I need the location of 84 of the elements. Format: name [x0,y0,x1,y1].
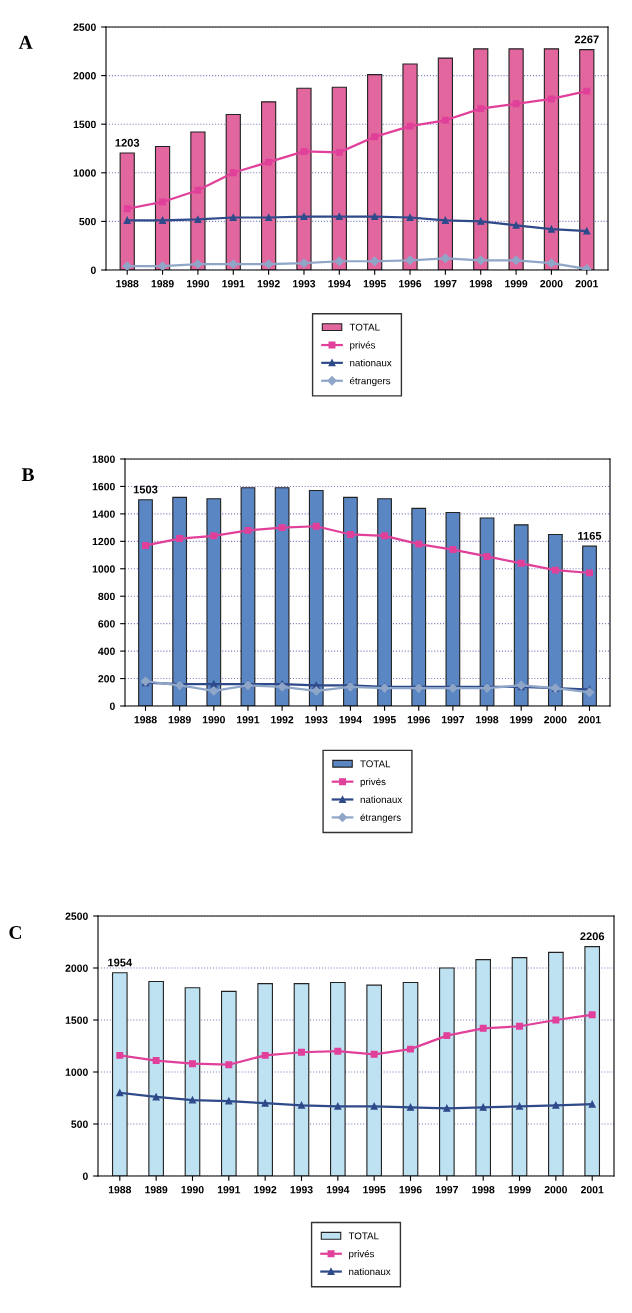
x-tick-label: 1988 [108,1186,132,1194]
x-tick-label: 1996 [399,280,422,288]
x-tick-label: 1994 [339,716,362,724]
chart-title: C [9,926,21,940]
y-tick-label: 1200 [92,537,115,546]
x-tick-label: 2000 [540,280,563,288]
legend-label: TOTAL [348,1232,379,1240]
x-tick-label: 1998 [476,716,499,724]
y-tick-label: 1500 [73,120,96,129]
x-tick-label: 1996 [399,1186,422,1194]
y-tick-label: 2500 [73,23,96,31]
x-tick-label: 1989 [168,716,191,724]
y-tick-label: 400 [98,647,115,655]
annotation: 2267 [574,35,599,44]
legend-label: étrangers [349,377,391,387]
x-tick-label: 1990 [202,716,225,724]
y-tick-label: 500 [79,217,96,226]
y-tick-label: 500 [71,1120,88,1128]
x-tick-label: 2001 [578,716,601,724]
y-tick-label: 0 [90,266,96,274]
x-tick-label: 1997 [441,716,465,724]
y-tick-label: 1800 [92,455,115,463]
y-tick-label: 2000 [73,72,96,80]
x-tick-label: 1989 [145,1186,168,1194]
x-tick-label: 1997 [435,1186,458,1194]
x-tick-label: 1992 [254,1186,277,1194]
x-tick-label: 1990 [186,280,210,288]
annotation: 1503 [133,485,158,494]
x-tick-label: 1999 [508,1186,531,1194]
y-tick-label: 1400 [92,510,115,518]
x-tick-label: 2000 [544,716,567,724]
annotation: 2206 [580,932,605,941]
chart-title: A [18,35,33,49]
x-tick-label: 1994 [328,280,351,288]
x-tick-label: 2001 [575,280,599,288]
y-tick-label: 1600 [92,482,115,491]
x-tick-label: 1995 [363,280,386,288]
x-tick-label: 1995 [373,716,396,724]
x-tick-label: 1995 [363,1186,386,1194]
x-tick-label: 1993 [293,280,316,288]
legend-label: TOTAL [360,760,391,768]
y-tick-label: 2000 [65,964,88,972]
x-tick-label: 1991 [237,716,260,724]
legend-label: nationaux [350,359,392,367]
y-tick-label: 1500 [65,1016,88,1024]
legend-label: privés [360,777,386,788]
y-tick-label: 600 [98,620,115,628]
y-tick-label: 800 [98,592,115,601]
x-tick-label: 1998 [472,1186,495,1194]
x-tick-label: 1998 [469,280,492,288]
annotation: 1203 [115,138,140,147]
x-tick-label: 1988 [134,716,157,724]
legend-label: nationaux [360,795,403,803]
y-tick-label: 2500 [65,912,88,920]
y-tick-label: 200 [98,675,115,683]
annotation: 1165 [578,531,602,540]
chart-title: B [21,468,34,482]
x-tick-label: 1993 [305,716,328,724]
x-tick-label: 1997 [434,280,457,288]
y-tick-label: 0 [109,702,115,710]
legend-label: TOTAL [349,323,380,331]
legend-label: nationaux [349,1267,391,1276]
x-tick-label: 1999 [510,716,533,724]
x-tick-label: 1993 [290,1186,313,1194]
x-tick-label: 1988 [116,280,139,288]
y-tick-label: 1000 [73,169,96,177]
x-tick-label: 1990 [181,1186,204,1194]
x-tick-label: 1992 [257,280,280,288]
x-tick-label: 1991 [217,1186,241,1194]
x-tick-label: 1989 [151,280,174,288]
annotation: 1954 [108,958,133,967]
legend-label: étrangers [360,813,401,823]
y-tick-label: 1000 [65,1068,88,1076]
x-tick-label: 1999 [505,280,528,288]
x-tick-label: 2001 [580,1186,604,1194]
x-tick-label: 1994 [326,1186,350,1194]
x-tick-label: 1991 [222,280,245,288]
y-tick-label: 0 [82,1172,88,1180]
legend-label: privés [350,341,376,351]
x-tick-label: 1996 [407,716,430,724]
x-tick-label: 1992 [271,716,294,724]
x-tick-label: 2000 [544,1186,568,1194]
legend-label: privés [349,1250,375,1260]
y-tick-label: 1000 [92,565,115,573]
